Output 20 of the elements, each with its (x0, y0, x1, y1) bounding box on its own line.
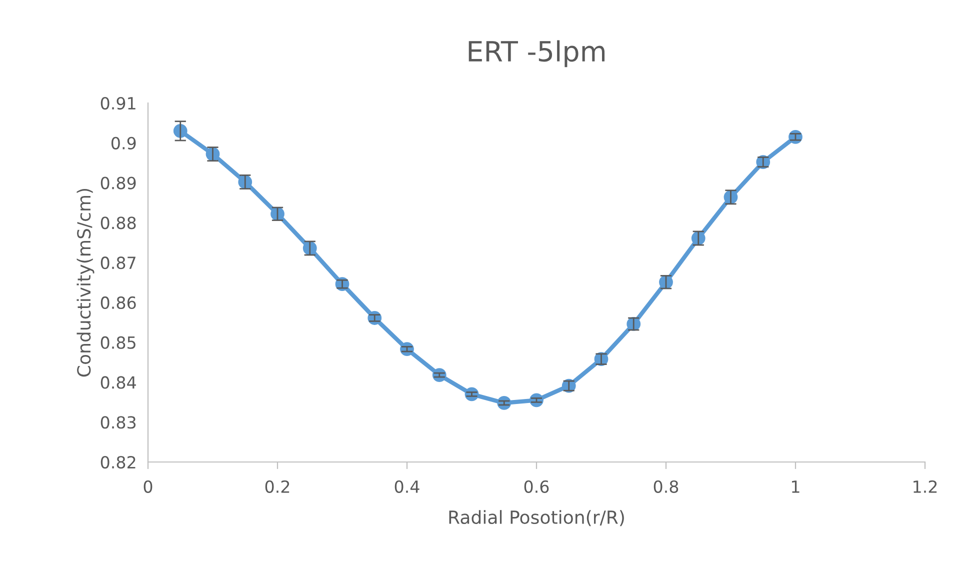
x-axis-title: Radial Posotion(r/R) (449, 510, 624, 526)
x-tick-label: 1.2 (914, 480, 937, 493)
y-tick-label: 0.84 (100, 376, 136, 389)
y-tick-label: 0.87 (100, 256, 136, 270)
y-tick-label: 0.82 (100, 456, 136, 469)
x-tick-label: 1 (792, 480, 800, 493)
x-tick-label: 0.2 (265, 480, 290, 493)
y-axis-title: Conductivity(mS/cm) (76, 188, 94, 377)
y-tick-label: 0.9 (111, 136, 136, 150)
y-tick-label: 0.88 (100, 216, 136, 230)
x-tick-label: 0.6 (524, 480, 549, 493)
x-tick-label: 0 (144, 480, 152, 493)
chart-title: ERT -5lpm (468, 40, 605, 68)
x-tick-label: 0.4 (394, 480, 420, 493)
y-tick-label: 0.83 (100, 416, 136, 429)
y-tick-label: 0.91 (100, 96, 136, 110)
x-tick-label: 0.8 (654, 480, 678, 493)
y-tick-label: 0.85 (100, 336, 136, 349)
y-tick-label: 0.86 (100, 296, 136, 310)
y-tick-label: 0.89 (100, 176, 136, 190)
